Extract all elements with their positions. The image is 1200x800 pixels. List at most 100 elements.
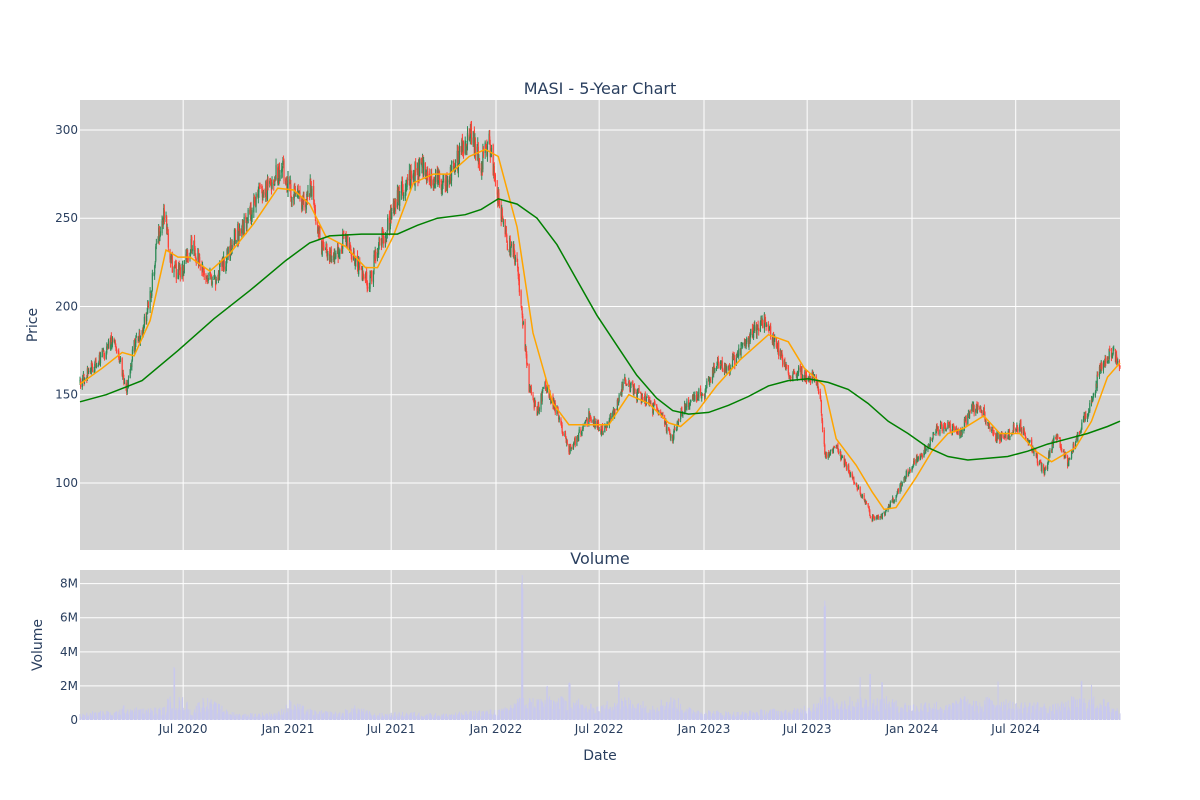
volume-y-tick-label: 6M: [60, 611, 78, 625]
candle-body: [757, 324, 759, 329]
date-x-tick-label: Jul 2024: [990, 722, 1040, 736]
candle-body: [881, 512, 883, 519]
volume-bar: [672, 701, 674, 720]
volume-bar: [757, 714, 759, 720]
volume-bar: [167, 699, 169, 720]
volume-bar: [765, 715, 767, 720]
volume-bar: [403, 716, 405, 720]
volume-bar: [951, 709, 953, 720]
volume-bar: [482, 711, 484, 720]
volume-bar: [105, 714, 107, 720]
candle-body: [758, 329, 760, 332]
volume-bar: [150, 708, 152, 720]
volume-bar: [616, 706, 618, 720]
candle-body: [780, 351, 782, 356]
volume-bar: [211, 704, 213, 720]
price-y-tick-label: 200: [55, 299, 78, 313]
candle-body: [464, 140, 466, 155]
volume-bar: [398, 712, 400, 720]
volume-bar: [682, 712, 684, 720]
volume-bar: [366, 712, 368, 720]
candle-body: [554, 403, 556, 413]
volume-bar: [299, 704, 301, 720]
candle-body: [558, 417, 560, 420]
volume-bar: [486, 710, 488, 720]
volume-bar: [87, 716, 89, 720]
candle-body: [472, 137, 474, 146]
candle-body: [817, 389, 820, 393]
volume-bar: [751, 715, 753, 720]
candle-body: [677, 419, 679, 426]
candle-body: [381, 229, 383, 246]
volume-bar: [896, 707, 898, 720]
candle-body: [95, 365, 98, 367]
volume-bar: [839, 708, 841, 720]
volume-bar: [257, 714, 259, 720]
volume-bar: [701, 714, 703, 720]
candle-body: [526, 363, 528, 365]
volume-bar: [685, 713, 687, 720]
candle-body: [787, 365, 789, 374]
volume-bar: [371, 715, 373, 720]
candle-body: [704, 390, 706, 398]
volume-bar: [174, 668, 176, 720]
volume-bar: [201, 708, 203, 720]
candle-body: [788, 373, 790, 377]
volume-bar: [253, 717, 255, 720]
candle-body: [869, 510, 871, 517]
volume-bar: [1004, 710, 1006, 720]
volume-bar: [677, 698, 679, 720]
volume-bar: [522, 698, 524, 720]
volume-bar: [1116, 708, 1118, 720]
volume-bar: [472, 716, 474, 720]
candle-body: [182, 267, 184, 277]
volume-bar: [86, 712, 88, 720]
volume-bar: [708, 711, 710, 720]
volume-bar: [694, 712, 696, 720]
candle-body: [517, 263, 519, 268]
volume-bar: [464, 711, 466, 720]
candle-body: [805, 374, 808, 382]
volume-bar: [565, 701, 567, 720]
candle-body: [91, 366, 94, 372]
volume-bar: [734, 716, 736, 720]
candle-body: [1047, 463, 1049, 470]
volume-bar: [333, 714, 335, 720]
candle-body: [1100, 369, 1102, 371]
volume-bar: [961, 710, 963, 720]
candle-body: [584, 421, 586, 426]
volume-bar: [166, 705, 168, 720]
candle-body: [644, 394, 646, 403]
candle-body: [230, 241, 232, 252]
candle-body: [442, 178, 444, 185]
volume-bar: [486, 711, 488, 720]
candle-body: [490, 155, 492, 157]
volume-bar: [996, 708, 998, 720]
candle-body: [82, 375, 84, 381]
volume-bar: [281, 715, 283, 720]
candle-body: [181, 265, 184, 267]
volume-bar: [198, 712, 200, 720]
candle-body: [695, 394, 698, 401]
volume-bar: [331, 712, 333, 720]
volume-bar: [170, 709, 172, 720]
volume-bar: [469, 712, 471, 720]
volume-bar: [322, 713, 324, 720]
candle-body: [183, 260, 185, 274]
candle-body: [175, 260, 177, 264]
date-x-tick-label: Jul 2020: [158, 722, 208, 736]
volume-bar: [425, 716, 427, 720]
volume-bar: [860, 697, 862, 720]
volume-bar: [262, 715, 264, 720]
volume-bar: [584, 708, 586, 720]
candle-body: [1013, 424, 1015, 429]
volume-bar: [684, 710, 686, 720]
candle-body: [337, 245, 339, 259]
volume-bar: [1031, 705, 1033, 720]
candle-body: [321, 241, 323, 256]
volume-bar: [657, 712, 659, 720]
volume-bar: [218, 712, 220, 720]
volume-bar: [246, 716, 248, 720]
volume-bar: [576, 700, 578, 720]
